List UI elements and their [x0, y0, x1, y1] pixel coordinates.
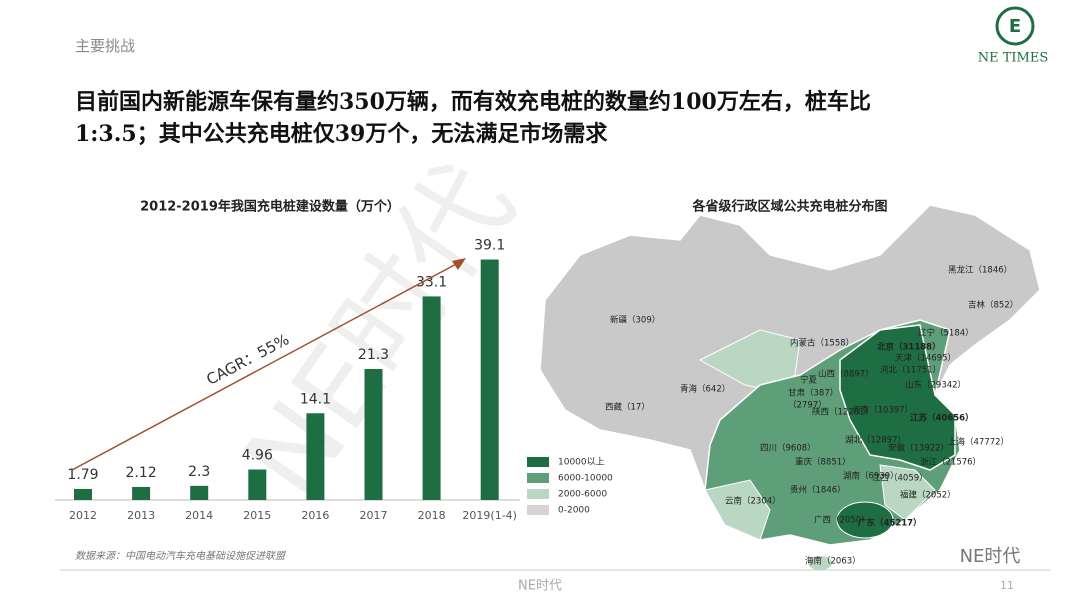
province-label: 江西（4059） [872, 473, 928, 484]
bar [422, 296, 441, 500]
region-shape [704, 479, 771, 541]
province-label: 河南（10397） [852, 405, 913, 416]
province-label: 新疆（309） [610, 315, 660, 326]
province-label: 山东（29342） [905, 380, 966, 391]
x-tick-label: 2013 [127, 509, 155, 522]
province-label: （2797） [788, 400, 827, 411]
province-label: 重庆（8851） [795, 457, 851, 468]
province-label: 四川（9608） [760, 443, 816, 454]
footer-brand: NE时代 [518, 579, 562, 594]
x-tick-label: 2017 [360, 509, 388, 522]
province-label: 吉林（852） [968, 300, 1018, 311]
province-label: 西藏（17） [605, 402, 650, 413]
logo-text: NE TIMES [978, 51, 1049, 66]
bar [306, 413, 325, 500]
province-label: 青海（642） [680, 384, 730, 395]
value-label: 2.12 [126, 465, 157, 481]
province-label: 浙江（21576） [920, 457, 981, 468]
province-label: 宁夏 [800, 375, 818, 386]
bar [248, 469, 267, 500]
source: 数据来源：中国电动汽车充电基础设施促进联盟 [75, 550, 286, 562]
map [539, 204, 1041, 570]
bar [190, 485, 209, 500]
x-tick-label: 2014 [185, 509, 213, 522]
province-label: 贵州（1846） [790, 485, 846, 496]
map-title: 各省级行政区域公共充电桩分布图 [691, 199, 887, 215]
wechat-mark: NE时代 [960, 546, 1021, 567]
province-label: 上海（47772） [948, 437, 1009, 448]
value-label: 4.96 [242, 447, 273, 463]
logo-glyph: E [1009, 16, 1021, 37]
province-label: 河北（11751） [880, 365, 941, 376]
province-label: 广西（2050） [814, 515, 870, 526]
province-label: 天津（14695） [895, 353, 956, 364]
value-label: 1.79 [67, 467, 98, 483]
province-label: 陕西（12281） [812, 407, 873, 418]
legend-swatch [527, 489, 549, 499]
legend-label: 10000以上 [558, 457, 605, 468]
province-label: 湖南（6939） [843, 471, 899, 482]
province-label: 海南（2063） [805, 556, 861, 567]
chart-title: 2012-2019年我国充电桩建设数量（万个） [140, 199, 400, 215]
bar [74, 488, 92, 500]
region-shape [879, 464, 936, 521]
value-label: 21.3 [358, 347, 389, 363]
bar [480, 259, 499, 500]
value-label: 39.1 [474, 238, 505, 254]
province-label: 广东（45217） [858, 518, 922, 529]
province-label: 北京（31188） [877, 342, 941, 353]
page-number: 11 [1000, 579, 1014, 592]
headline: 1:3.5；其中公共充电桩仅39万个，无法满足市场需求 [75, 121, 607, 147]
province-label: 湖北（12897） [845, 435, 906, 446]
province-label: 辽宁（5184） [918, 328, 974, 339]
x-tick-label: 2018 [418, 509, 446, 522]
region-shape [836, 501, 894, 539]
legend-swatch [527, 505, 549, 515]
province-label: 福建（2052） [900, 490, 956, 501]
region-shape [698, 329, 801, 391]
legend-swatch [527, 473, 549, 483]
province-label: 云南（2304） [725, 496, 781, 507]
region-shape [839, 324, 956, 471]
value-label: 2.3 [188, 464, 210, 480]
province-label: 山西（8897） [818, 369, 874, 380]
trend-arrow [71, 261, 461, 471]
province-label: 黑龙江（1846） [948, 265, 1012, 276]
province-label: 内蒙古（1558） [790, 338, 854, 349]
section-title: 主要挑战 [75, 37, 135, 55]
value-label: 33.1 [416, 274, 447, 290]
legend-label: 0-2000 [558, 506, 590, 516]
bar [132, 486, 151, 500]
headline: 目前国内新能源车保有量约350万辆，而有效充电桩的数量约100万左右，桩车比 [75, 89, 871, 115]
x-tick-label: 2019(1-4) [462, 509, 517, 522]
arrow-head [452, 258, 466, 270]
legend-label: 2000-6000 [558, 490, 607, 500]
bar [364, 369, 383, 500]
x-tick-label: 2015 [243, 509, 271, 522]
legend-label: 6000-10000 [558, 474, 613, 484]
logo-mark [995, 6, 1035, 46]
province-label: 甘肃（387） [788, 388, 838, 399]
province-label: 江苏（40656） [910, 413, 974, 424]
x-tick-label: 2016 [301, 509, 329, 522]
value-label: 14.1 [300, 391, 331, 407]
province-label: 安徽（13922） [888, 443, 949, 454]
x-tick-label: 2012 [69, 509, 97, 522]
legend-swatch [527, 457, 549, 467]
region-shape [808, 556, 832, 570]
